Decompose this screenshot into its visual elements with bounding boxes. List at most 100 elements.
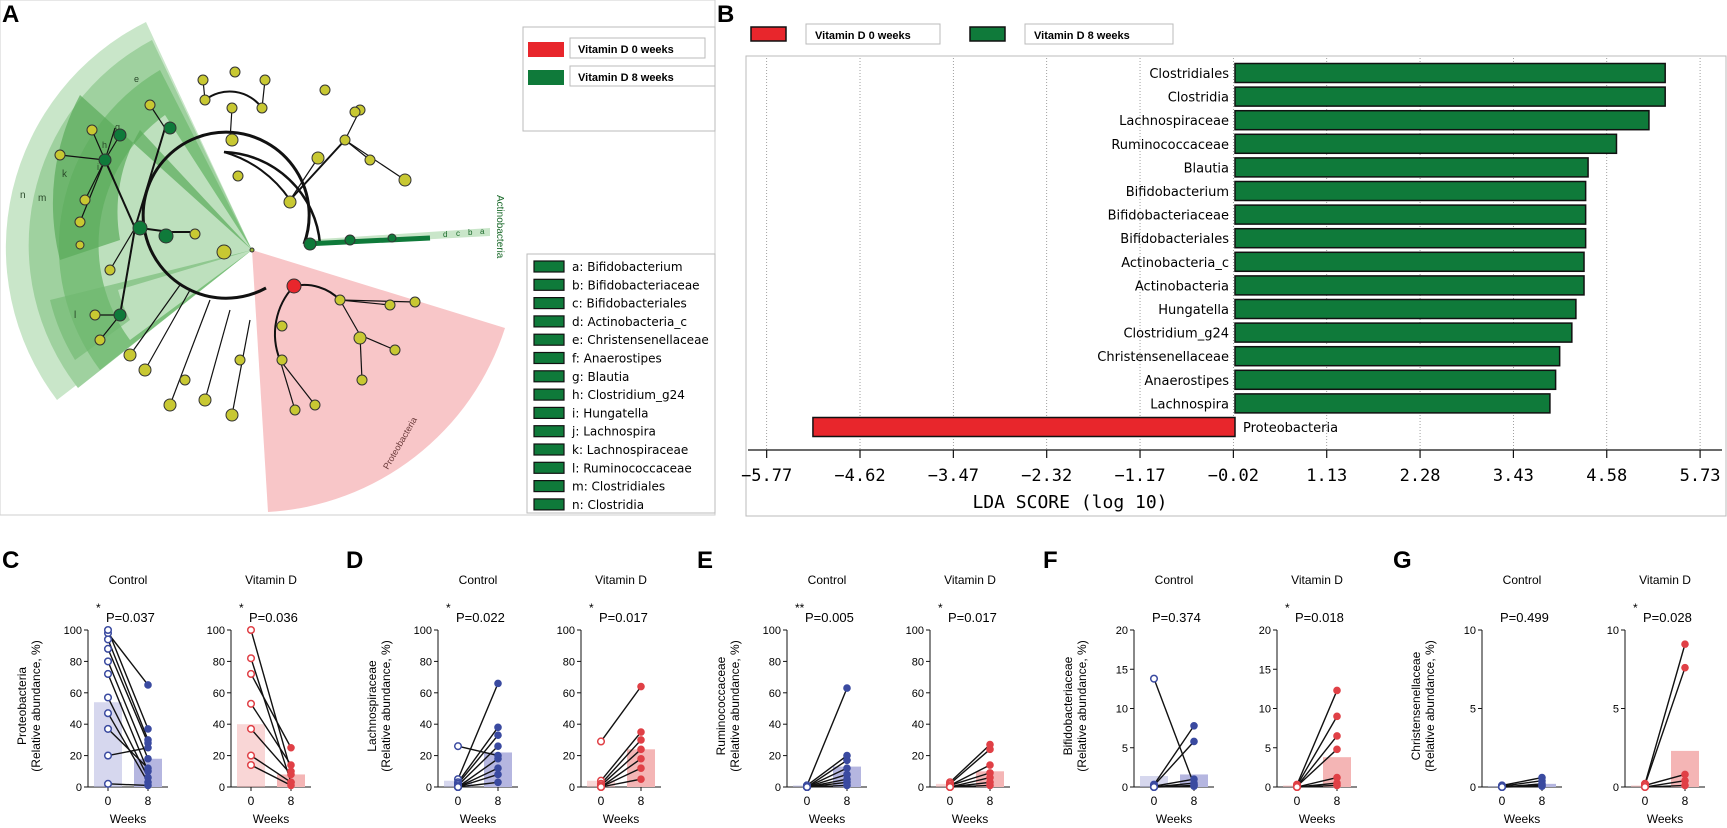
proteobacteria-sector	[252, 250, 505, 512]
y-tick-label: 0	[1265, 782, 1271, 794]
y-axis-label: Proteobacteria	[15, 667, 29, 745]
y-tick-label: 80	[563, 656, 575, 668]
y-tick-label: 0	[569, 782, 575, 794]
point-week8	[843, 756, 851, 765]
node	[94, 334, 106, 346]
taxa-swatch	[533, 278, 565, 291]
lda-category-label: Clostridia	[1168, 91, 1229, 106]
lachnospiraceae-sector	[52, 95, 253, 260]
pair-line	[1501, 785, 1543, 788]
legend-swatch-8w	[528, 70, 564, 85]
y-tick-label: 5	[1122, 743, 1128, 755]
pair-line	[1296, 776, 1338, 788]
taxa-label: g: Blautia	[572, 370, 629, 384]
y-tick-label: 100	[557, 625, 575, 637]
node	[89, 309, 101, 321]
edge	[231, 319, 251, 416]
pair-line	[1644, 643, 1686, 785]
x-axis-label: Weeks	[253, 812, 289, 826]
lda-tick-label: −5.77	[741, 466, 792, 486]
edge	[129, 284, 181, 356]
lda-category-label: Bifidobacteriales	[1120, 232, 1229, 247]
x-tick-label: 8	[495, 794, 502, 808]
lda-bar	[1234, 345, 1561, 367]
lda-bar	[1234, 62, 1666, 84]
x-tick-label: 0	[1294, 794, 1301, 808]
clade-letter-m: m	[38, 193, 46, 204]
point-week8	[494, 679, 502, 688]
significance-stars: *	[96, 601, 101, 615]
node	[75, 240, 85, 250]
pair-line	[600, 739, 642, 785]
lda-panel: Vitamin D 0 weeks Vitamin D 8 weeks Clos…	[741, 23, 1727, 517]
group-title: Vitamin D	[595, 573, 647, 587]
y-axis-label-units: (Relative abundance, %)	[1423, 640, 1437, 771]
node	[283, 195, 297, 209]
lda-tick-label: −0.02	[1208, 466, 1259, 486]
lda-category-label: Lachnospira	[1150, 397, 1229, 412]
point-week8	[287, 761, 295, 769]
point-week8	[1681, 770, 1689, 779]
point-week8	[287, 770, 295, 779]
lda-tick-label: −1.17	[1114, 466, 1165, 486]
p-value: P=0.005	[805, 610, 854, 625]
point-week0	[103, 669, 113, 679]
root-node	[249, 247, 255, 253]
y-tick-label: 40	[912, 719, 924, 731]
clade-letter-a: a	[480, 227, 485, 236]
lda-tick-label: −2.32	[1021, 466, 1072, 486]
point-week8	[144, 781, 152, 790]
taxa-swatch	[533, 461, 565, 474]
significance-stars: *	[1285, 601, 1290, 615]
p-value: P=0.037	[106, 610, 155, 625]
point-week0	[246, 669, 256, 679]
pair-line	[1644, 784, 1686, 788]
point-week8	[144, 754, 152, 763]
node	[311, 151, 325, 165]
lda-category-label: Bifidobacterium	[1126, 185, 1229, 200]
x-tick-label: 8	[1539, 794, 1546, 808]
point-week8	[1190, 782, 1198, 791]
point-week8	[1333, 732, 1341, 740]
pair-line	[949, 748, 991, 785]
point-week0	[1292, 782, 1302, 792]
edge	[289, 139, 346, 201]
lda-category-label: Ruminococcaceae	[1111, 138, 1229, 153]
clade-letter-g: g	[115, 122, 120, 132]
pair-line	[600, 758, 642, 788]
edge	[204, 309, 231, 401]
point-week8	[637, 745, 645, 754]
x-axis-label: Weeks	[110, 812, 146, 826]
pair-line	[949, 744, 991, 783]
taxa-swatch	[533, 498, 565, 511]
taxa-swatch	[533, 406, 565, 419]
point-week0	[246, 751, 256, 760]
lda-category-label: Actinobacteria	[1135, 279, 1229, 294]
pair-line	[457, 773, 499, 788]
pair-line	[250, 764, 292, 787]
point-week8	[494, 742, 502, 750]
edge	[339, 299, 391, 306]
y-tick-label: 40	[70, 719, 82, 731]
pair-line	[107, 632, 149, 686]
taxa-label: h: Clostridium_g24	[572, 388, 685, 402]
pair-line	[1296, 735, 1338, 787]
taxa-swatch	[533, 315, 565, 328]
x-tick-label: 8	[987, 794, 994, 808]
point-week8	[986, 781, 994, 790]
pair-line	[949, 764, 991, 787]
y-axis-label-units: (Relative abundance, %)	[1075, 640, 1089, 771]
point-week0	[103, 709, 113, 718]
significance-stars: *	[1633, 601, 1638, 615]
point-week8	[1538, 782, 1546, 791]
pair-line	[107, 639, 149, 741]
node	[349, 106, 361, 118]
edge	[169, 299, 211, 406]
tree-nodes	[54, 66, 421, 422]
p-value: P=0.499	[1500, 610, 1549, 625]
node	[144, 99, 156, 111]
lda-x-ticks: −5.77 −4.62 −3.47 −2.32 −1.17 −0.02 1.13 2.28 3.…	[741, 449, 1722, 486]
point-week0	[246, 724, 256, 733]
taxa-label: m: Clostridiales	[572, 480, 665, 494]
node	[384, 299, 396, 311]
